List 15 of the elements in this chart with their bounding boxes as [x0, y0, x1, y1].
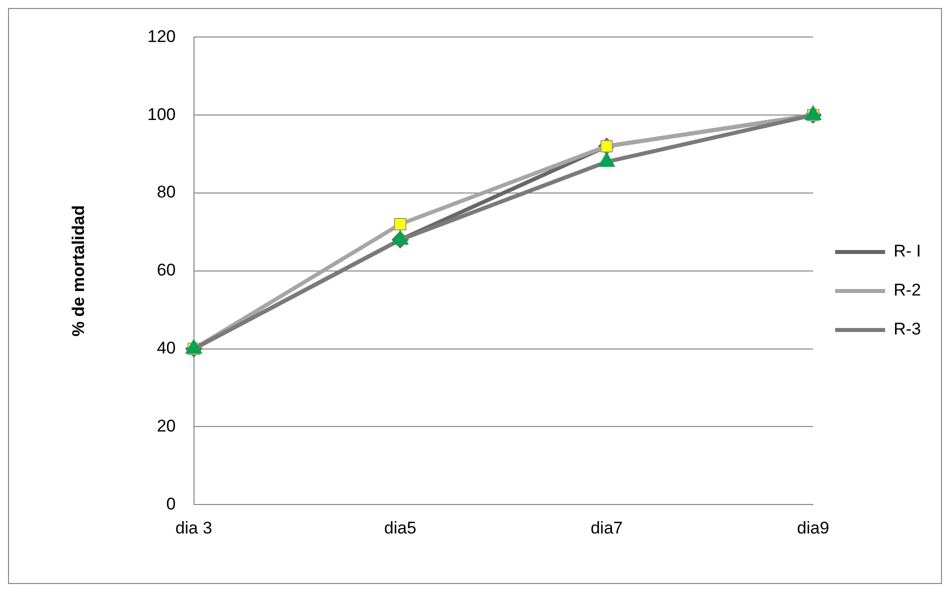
legend-label: R- I: [894, 242, 921, 261]
y-tick-label: 120: [147, 26, 176, 46]
x-tick-label: dia9: [797, 518, 830, 538]
y-tick-label: 80: [156, 182, 176, 202]
y-tick-label: 0: [166, 494, 176, 514]
legend-label: R-3: [894, 320, 922, 339]
x-tick-label: dia7: [590, 518, 623, 538]
y-tick-label: 100: [147, 104, 176, 124]
x-tick-label: dia5: [384, 518, 416, 538]
y-tick-label: 40: [156, 338, 176, 358]
x-tick-label: dia 3: [175, 518, 212, 538]
y-tick-label: 20: [156, 416, 176, 436]
y-tick-label: 60: [156, 260, 176, 280]
y-axis-title: % de mortalidad: [68, 205, 88, 337]
legend-label: R-2: [894, 280, 922, 300]
